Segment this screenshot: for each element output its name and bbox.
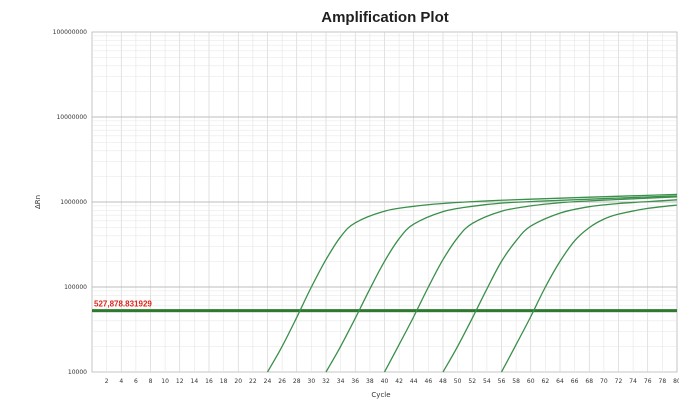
grid	[92, 32, 677, 372]
x-tick-label: 60	[527, 378, 535, 385]
x-tick-label: 80	[673, 378, 679, 385]
x-tick-label: 16	[205, 378, 213, 385]
chart-title: Amplification Plot	[321, 9, 449, 26]
x-tick-label: 78	[659, 378, 667, 385]
amplification-curve-3	[383, 196, 678, 373]
x-tick-label: 50	[454, 378, 462, 385]
x-tick-label: 20	[234, 378, 242, 385]
x-tick-label: 44	[410, 378, 418, 385]
x-tick-label: 30	[308, 378, 316, 385]
y-tick-label: 100000	[64, 284, 87, 291]
x-tick-label: 70	[600, 378, 608, 385]
x-tick-label: 34	[337, 378, 345, 385]
x-tick-label: 28	[293, 378, 301, 385]
x-tick-label: 48	[439, 378, 447, 385]
amplification-curves	[266, 193, 678, 373]
x-tick-label: 56	[498, 378, 506, 385]
x-tick-label: 42	[395, 378, 403, 385]
x-tick-label: 46	[425, 378, 433, 385]
x-tick-label: 14	[191, 378, 199, 385]
x-tick-label: 58	[512, 378, 520, 385]
x-tick-label: 32	[322, 378, 330, 385]
y-tick-label: 10000	[68, 369, 87, 376]
x-tick-label: 66	[571, 378, 579, 385]
x-tick-label: 12	[176, 378, 184, 385]
y-tick-labels: 100000000 10000000 1000000 100000 10000	[53, 29, 88, 376]
amplification-curve-5	[500, 204, 678, 373]
x-tick-label: 24	[264, 378, 272, 385]
threshold-label: 527,878.831929	[94, 300, 152, 309]
x-tick-label: 54	[483, 378, 491, 385]
x-tick-label: 76	[644, 378, 652, 385]
x-tick-label: 10	[161, 378, 169, 385]
y-tick-label: 10000000	[56, 114, 87, 121]
x-tick-label: 74	[629, 378, 637, 385]
x-tick-label: 2	[105, 378, 109, 385]
x-tick-label: 36	[351, 378, 359, 385]
x-tick-label: 6	[134, 378, 138, 385]
x-tick-label: 22	[249, 378, 257, 385]
x-tick-label: 62	[542, 378, 550, 385]
x-tick-label: 38	[366, 378, 374, 385]
x-tick-label: 18	[220, 378, 228, 385]
amplification-curve-1	[266, 193, 678, 373]
threshold: 527,878.831929	[92, 300, 677, 313]
x-tick-label: 52	[468, 378, 476, 385]
x-tick-label: 26	[278, 378, 286, 385]
amplification-curve-4	[442, 199, 678, 373]
x-axis-label: Cycle	[371, 391, 390, 399]
x-tick-label: 64	[556, 378, 564, 385]
y-tick-label: 100000000	[53, 29, 88, 36]
x-tick-label: 40	[381, 378, 389, 385]
x-tick-label: 8	[149, 378, 153, 385]
x-tick-labels: 2 4 6 8 10 12 14 16 18 20 22 24 26 28 30 32 34 36 38 40 42 44…	[105, 378, 679, 385]
y-tick-label: 1000000	[60, 199, 87, 206]
amplification-curve-2	[325, 195, 678, 373]
y-axis-label: ΔRn	[34, 195, 42, 209]
x-tick-label: 4	[119, 378, 123, 385]
x-tick-label: 72	[615, 378, 623, 385]
x-tick-label: 68	[585, 378, 593, 385]
